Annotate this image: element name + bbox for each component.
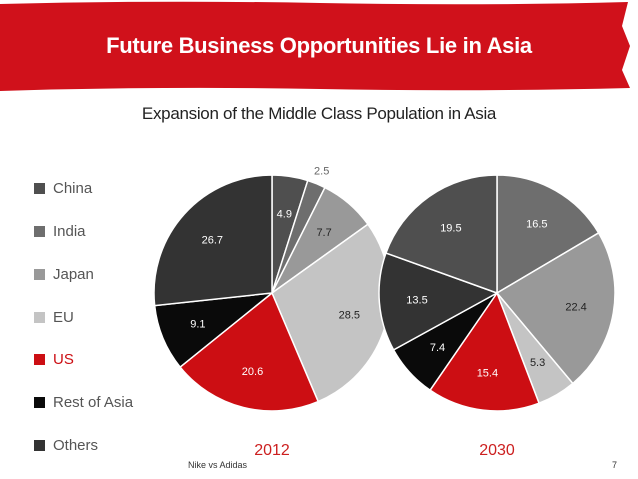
pie-2030-slice-others (378, 252, 499, 351)
legend-item-others: Others (34, 435, 98, 455)
chart-title: Expansion of the Middle Class Population… (141, 104, 497, 123)
pie-2030-slice-china (385, 174, 498, 295)
footer-text: Nike vs Adidas (188, 460, 248, 470)
pie-2030-label-us: 15.4 (477, 368, 498, 380)
legend-swatch-others (34, 439, 45, 451)
legend-swatch-japan (34, 268, 45, 280)
pie-2030-label-india: 16.5 (526, 218, 547, 230)
legend-item-us: US (34, 349, 74, 369)
legend-label-rest-of-asia: Rest of Asia (53, 393, 134, 411)
pie-2012-label-eu: 28.5 (339, 310, 360, 322)
legend-item-rest-of-asia: Rest of Asia (34, 392, 133, 412)
pie-2030-slice-india (496, 174, 600, 295)
page-number: 7 (612, 460, 618, 470)
legend-label-india: India (53, 222, 86, 240)
slide-title: Future Business Opportunities Lie in Asi… (106, 33, 532, 58)
legend-swatch-us (34, 353, 45, 365)
title-banner (0, 1, 630, 91)
pie-2030-label-china: 19.5 (440, 222, 461, 234)
pie-year-label-2012: 2012 (254, 442, 290, 459)
pie-2030-label-rest-of-asia: 7.4 (430, 342, 445, 354)
pie-2012-label-china: 4.9 (277, 209, 292, 221)
legend-label-others: Others (53, 436, 99, 454)
pie-2012-label-us: 20.6 (242, 366, 263, 378)
legend-label-japan: Japan (53, 265, 94, 283)
legend-label-china: China (53, 179, 93, 197)
pie-2030-label-japan: 22.4 (565, 302, 586, 314)
pie-2012-slice-others (153, 174, 273, 307)
pie-2012-slice-us (179, 291, 320, 412)
pie-year-label-2030: 2030 (479, 442, 515, 459)
pie-2012-label-india: 2.5 (314, 166, 329, 178)
legend-item-india: India (34, 221, 86, 241)
legend-item-eu: EU (34, 307, 74, 327)
legend-swatch-china (34, 182, 45, 194)
legend-swatch-eu (34, 311, 45, 323)
pie-2012-label-others: 26.7 (202, 234, 223, 246)
pie-2030-label-eu: 5.3 (530, 357, 545, 369)
legend-label-eu: EU (53, 308, 74, 326)
pie-2012-label-rest-of-asia: 9.1 (190, 319, 205, 331)
pie-2030-label-others: 13.5 (406, 294, 427, 306)
pie-2030-slice-japan (495, 231, 616, 385)
legend-label-us: US (53, 350, 74, 368)
legend-item-japan: Japan (34, 264, 94, 284)
pie-2030-slice-us (429, 291, 541, 412)
legend-swatch-rest-of-asia (34, 396, 45, 408)
legend-item-china: China (34, 178, 92, 198)
legend-swatch-india (34, 225, 45, 237)
pie-2012-label-japan: 7.7 (316, 227, 331, 239)
